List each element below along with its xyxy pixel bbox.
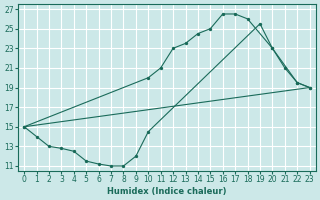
X-axis label: Humidex (Indice chaleur): Humidex (Indice chaleur) bbox=[107, 187, 227, 196]
